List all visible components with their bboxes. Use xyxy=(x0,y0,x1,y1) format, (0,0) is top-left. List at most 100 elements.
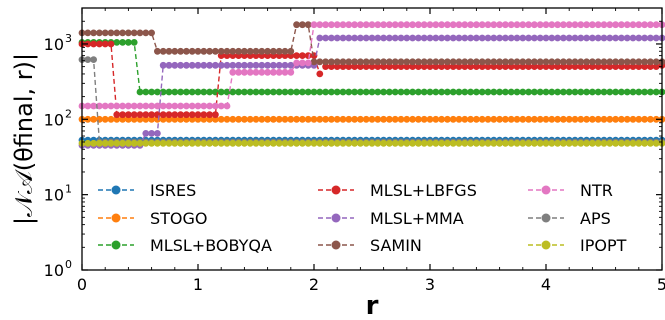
data-point xyxy=(293,88,300,96)
data-point xyxy=(299,59,306,67)
data-point xyxy=(322,139,329,147)
data-point xyxy=(287,61,295,69)
data-point xyxy=(513,21,521,29)
data-point xyxy=(554,21,561,29)
data-point xyxy=(420,139,428,147)
data-point xyxy=(455,21,463,29)
data-point xyxy=(107,115,115,123)
data-point xyxy=(171,61,179,69)
data-point xyxy=(461,58,469,66)
data-point xyxy=(159,111,167,119)
data-point xyxy=(594,34,602,42)
data-point xyxy=(154,47,161,55)
data-point xyxy=(397,58,405,66)
data-point xyxy=(449,34,457,42)
data-point xyxy=(316,88,324,96)
data-point xyxy=(328,21,335,29)
data-point xyxy=(252,61,260,69)
data-point xyxy=(577,139,585,147)
data-point xyxy=(217,88,225,96)
data-point xyxy=(391,34,399,42)
series-samin xyxy=(78,21,665,66)
data-point xyxy=(461,88,469,96)
data-point xyxy=(531,58,538,66)
data-point xyxy=(554,115,561,123)
legend-label: MLSL+MMA xyxy=(370,209,464,228)
data-point xyxy=(246,47,254,55)
data-point xyxy=(536,63,544,70)
data-point xyxy=(241,115,248,123)
data-point xyxy=(612,58,619,66)
data-point xyxy=(333,88,341,96)
data-point xyxy=(368,139,376,147)
data-point xyxy=(90,56,97,63)
data-point xyxy=(560,115,567,123)
data-point xyxy=(183,111,190,119)
data-point xyxy=(542,34,550,42)
data-point xyxy=(420,88,428,96)
data-point xyxy=(345,115,353,123)
data-point xyxy=(165,111,173,119)
data-point xyxy=(113,102,121,110)
data-point xyxy=(322,115,329,123)
data-point xyxy=(403,63,411,70)
data-point xyxy=(478,21,486,29)
legend-entry: NTR xyxy=(528,181,613,200)
data-point xyxy=(101,40,109,48)
data-point xyxy=(415,88,422,96)
data-point xyxy=(217,139,225,147)
y-tick-exponent: 0 xyxy=(65,258,72,271)
data-point xyxy=(438,34,445,42)
x-tick-label: 4 xyxy=(541,275,551,294)
data-point xyxy=(374,88,382,96)
data-point xyxy=(217,115,225,123)
data-point xyxy=(212,102,219,110)
data-point xyxy=(647,21,654,29)
data-point xyxy=(461,34,469,42)
data-point xyxy=(600,21,608,29)
data-point xyxy=(525,21,532,29)
data-point xyxy=(652,63,660,70)
data-point xyxy=(368,63,376,70)
data-point xyxy=(473,115,480,123)
data-point xyxy=(571,58,579,66)
data-point xyxy=(310,88,318,96)
data-point xyxy=(473,34,480,42)
legend-label: SAMIN xyxy=(370,236,422,255)
legend-entry: SAMIN xyxy=(318,236,422,255)
data-point xyxy=(589,58,596,66)
legend-marker xyxy=(541,240,551,250)
data-point xyxy=(577,88,585,96)
data-point xyxy=(113,39,121,46)
data-point xyxy=(281,115,289,123)
x-tick-label: 2 xyxy=(309,275,319,294)
data-point xyxy=(496,34,503,42)
data-point xyxy=(368,21,376,29)
data-point xyxy=(432,58,440,66)
data-point xyxy=(554,34,561,42)
data-point xyxy=(223,139,231,147)
x-tick-label: 3 xyxy=(425,275,435,294)
data-point xyxy=(293,21,300,29)
legend-label: MLSL+LBFGS xyxy=(370,181,477,200)
data-point xyxy=(165,47,173,55)
data-point xyxy=(380,115,387,123)
legend-entry: APS xyxy=(528,209,611,228)
data-point xyxy=(571,88,579,96)
data-point xyxy=(461,139,469,147)
data-point xyxy=(594,88,602,96)
data-point xyxy=(96,139,103,147)
legend-marker xyxy=(331,213,341,223)
data-point xyxy=(507,63,515,70)
data-point xyxy=(235,115,243,123)
data-point xyxy=(473,21,480,29)
data-point xyxy=(548,139,556,147)
data-point xyxy=(362,63,370,70)
data-point xyxy=(177,61,185,69)
data-point xyxy=(525,115,532,123)
data-point xyxy=(270,47,277,55)
data-point xyxy=(345,58,353,66)
data-point xyxy=(258,115,266,123)
data-point xyxy=(629,58,637,66)
data-point xyxy=(223,61,231,69)
